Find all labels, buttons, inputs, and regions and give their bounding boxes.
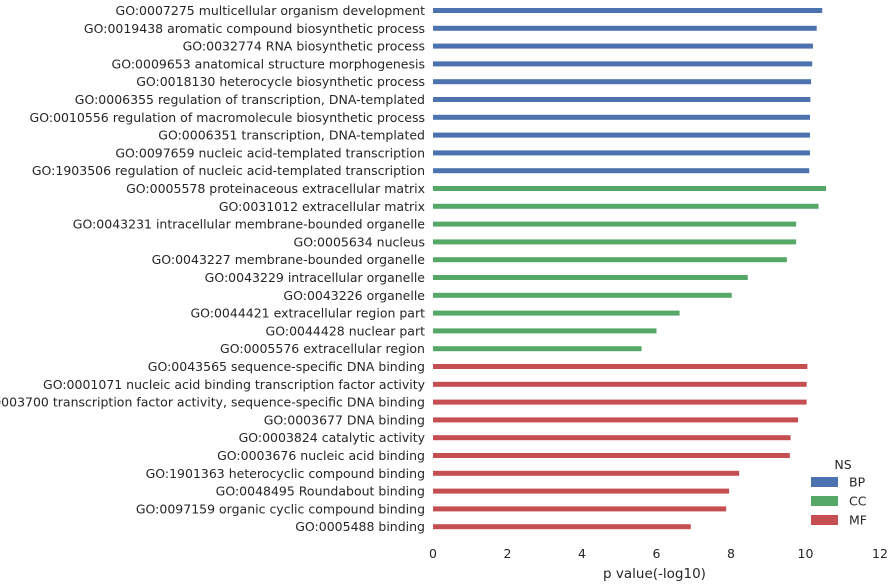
- legend-swatch-bp: [811, 477, 838, 487]
- bar-bp: [433, 61, 813, 67]
- category-labels: GO:0007275 multicellular organism develo…: [0, 3, 426, 534]
- x-tick-label: 0: [429, 546, 437, 561]
- bar-cc: [433, 310, 680, 316]
- bar-bp: [433, 97, 811, 102]
- category-label: GO:0031012 extracellular matrix: [219, 199, 425, 214]
- bar-cc: [433, 257, 787, 263]
- category-label: GO:0003676 nucleic acid binding: [217, 448, 425, 463]
- category-label: GO:0032774 RNA biosynthetic process: [183, 39, 425, 54]
- bar-cc: [433, 239, 797, 245]
- bar-bp: [433, 132, 810, 138]
- category-label: GO:1901363 heterocyclic compound binding: [146, 466, 425, 481]
- bar-mf: [433, 470, 740, 476]
- x-tick-label: 2: [504, 546, 512, 561]
- category-label: GO:0044421 extracellular region part: [190, 306, 425, 321]
- x-tick-label: 8: [727, 546, 735, 561]
- bar-bp: [433, 114, 810, 120]
- category-label: GO:0005488 binding: [295, 519, 425, 534]
- category-label: GO:0009653 anatomical structure morphoge…: [112, 56, 425, 71]
- bar-bp: [433, 8, 823, 13]
- bar-mf: [433, 417, 799, 423]
- category-label: GO:0005576 extracellular region: [220, 341, 425, 356]
- legend: NS BP CC MF: [811, 457, 867, 528]
- category-label: GO:0043226 organelle: [283, 288, 425, 303]
- x-tick-label: 12: [872, 546, 888, 561]
- bar-cc: [433, 346, 642, 352]
- bar-bp: [433, 168, 810, 174]
- category-label: GO:0019438 aromatic compound biosyntheti…: [84, 21, 425, 36]
- legend-label-cc: CC: [849, 494, 867, 509]
- bar-mf: [433, 399, 807, 405]
- legend-title: NS: [834, 457, 851, 472]
- x-axis-title: p value(-log10): [603, 566, 706, 582]
- bar-bp: [433, 79, 812, 85]
- category-label: GO:0005578 proteinaceous extracellular m…: [126, 181, 425, 196]
- category-label: GO:0044428 nuclear part: [266, 323, 426, 338]
- category-label: GO:0005634 nucleus: [294, 234, 425, 249]
- category-label: GO:0007275 multicellular organism develo…: [116, 3, 426, 18]
- category-label: GO:0097659 nucleic acid-templated transc…: [115, 145, 425, 160]
- bar-cc: [433, 328, 657, 334]
- bar-cc: [433, 186, 826, 191]
- bar-cc: [433, 203, 819, 209]
- bar-cc: [433, 221, 797, 227]
- bar-mf: [433, 506, 727, 512]
- category-label: GO:0043229 intracellular organelle: [205, 270, 426, 285]
- bar-mf: [433, 435, 791, 441]
- category-label: GO:0003824 catalytic activity: [239, 430, 426, 445]
- legend-entries: BP CC MF: [811, 475, 867, 528]
- bar-cc: [433, 275, 748, 280]
- category-label: GO:0003677 DNA binding: [264, 412, 425, 427]
- category-label: GO:0097159 organic cyclic compound bindi…: [136, 501, 425, 516]
- bars-layer: [433, 8, 826, 530]
- category-label: GO:0043565 sequence-specific DNA binding: [148, 359, 425, 374]
- category-label: GO:0003700 transcription factor activity…: [0, 395, 425, 410]
- legend-swatch-cc: [811, 496, 838, 506]
- bar-bp: [433, 25, 817, 31]
- bar-bp: [433, 43, 813, 49]
- bar-cc: [433, 292, 732, 298]
- x-axis-ticks: 0 2 4 6 8 10 12: [429, 546, 888, 561]
- x-tick-label: 4: [578, 546, 586, 561]
- category-label: GO:1903506 regulation of nucleic acid-te…: [32, 163, 425, 178]
- category-label: GO:0006355 regulation of transcription, …: [75, 92, 425, 107]
- bar-bp: [433, 150, 810, 156]
- category-label: GO:0043227 membrane-bounded organelle: [152, 252, 426, 267]
- category-label: GO:0048495 Roundabout binding: [216, 484, 425, 499]
- category-label: GO:0006351 transcription, DNA-templated: [158, 128, 425, 143]
- bar-mf: [433, 488, 730, 494]
- category-label: GO:0018130 heterocycle biosynthetic proc…: [136, 74, 425, 89]
- bar-mf: [433, 524, 691, 530]
- bar-mf: [433, 364, 808, 369]
- category-label: GO:0001071 nucleic acid binding transcri…: [43, 377, 426, 392]
- bar-mf: [433, 453, 790, 458]
- bar-mf: [433, 381, 807, 387]
- legend-swatch-mf: [811, 515, 838, 525]
- x-tick-label: 10: [798, 546, 814, 561]
- category-label: GO:0010556 regulation of macromolecule b…: [30, 110, 425, 125]
- legend-label-bp: BP: [849, 475, 866, 490]
- x-tick-label: 6: [653, 546, 661, 561]
- legend-label-mf: MF: [849, 513, 867, 528]
- category-label: GO:0043231 intracellular membrane-bounde…: [73, 217, 426, 232]
